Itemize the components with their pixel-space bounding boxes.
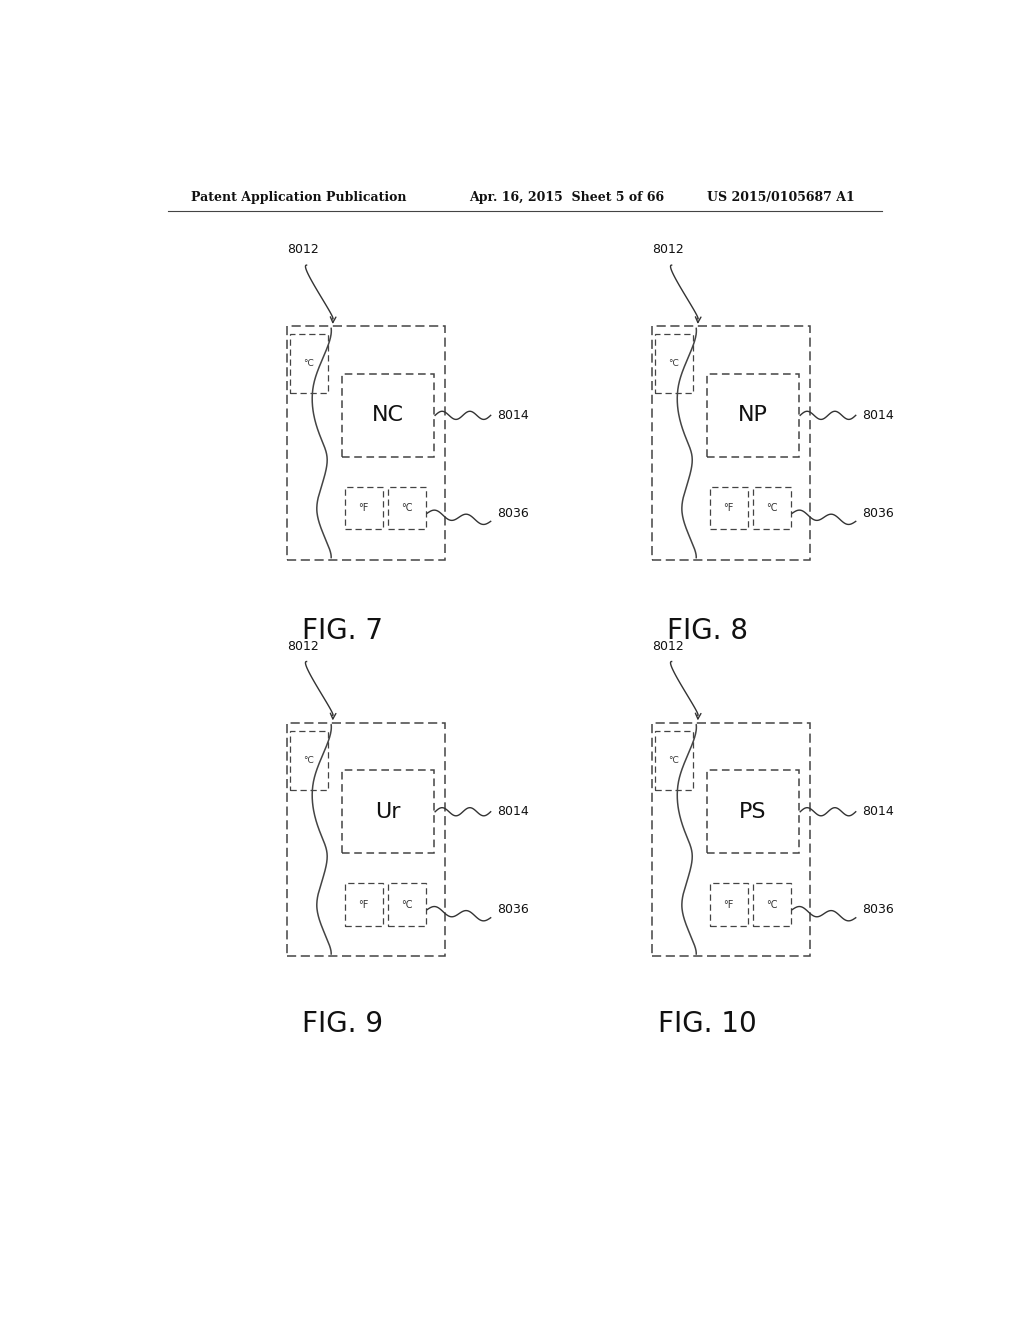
Bar <box>753 883 791 925</box>
Text: °C: °C <box>303 755 314 764</box>
Text: 8036: 8036 <box>497 903 528 916</box>
Text: 8014: 8014 <box>497 409 528 422</box>
Bar <box>387 487 426 529</box>
Bar <box>387 883 426 925</box>
Text: 8014: 8014 <box>497 805 528 818</box>
Text: FIG. 10: FIG. 10 <box>658 1010 757 1039</box>
Bar <box>710 883 748 925</box>
Text: °C: °C <box>400 899 413 909</box>
Text: Apr. 16, 2015  Sheet 5 of 66: Apr. 16, 2015 Sheet 5 of 66 <box>469 190 665 203</box>
Bar <box>708 374 799 457</box>
Text: FIG. 8: FIG. 8 <box>667 616 748 645</box>
Text: °C: °C <box>669 755 679 764</box>
Bar <box>342 770 433 854</box>
Bar <box>652 326 811 560</box>
Text: 8014: 8014 <box>862 409 894 422</box>
Text: 8012: 8012 <box>287 640 318 653</box>
Text: °C: °C <box>669 359 679 368</box>
Bar <box>753 487 791 529</box>
Text: NP: NP <box>738 405 768 425</box>
Text: FIG. 9: FIG. 9 <box>302 1010 383 1039</box>
Text: °C: °C <box>766 899 777 909</box>
Text: 8014: 8014 <box>862 805 894 818</box>
Bar <box>345 487 383 529</box>
Bar <box>290 731 328 789</box>
Text: 8036: 8036 <box>862 903 894 916</box>
Text: °F: °F <box>358 503 369 513</box>
Bar <box>290 334 328 393</box>
Text: °F: °F <box>724 899 734 909</box>
Bar <box>708 770 799 854</box>
Text: US 2015/0105687 A1: US 2015/0105687 A1 <box>708 190 855 203</box>
Text: FIG. 7: FIG. 7 <box>302 616 383 645</box>
Bar <box>342 374 433 457</box>
Text: °C: °C <box>400 503 413 513</box>
Text: NC: NC <box>372 405 403 425</box>
Text: 8012: 8012 <box>651 640 684 653</box>
Text: °F: °F <box>358 899 369 909</box>
Text: 8036: 8036 <box>862 507 894 520</box>
Text: PS: PS <box>739 801 767 822</box>
Bar <box>710 487 748 529</box>
Text: °C: °C <box>303 359 314 368</box>
Bar <box>287 326 445 560</box>
Text: 8036: 8036 <box>497 507 528 520</box>
Text: 8012: 8012 <box>651 243 684 256</box>
Text: Ur: Ur <box>375 801 400 822</box>
Bar <box>287 722 445 956</box>
Text: °F: °F <box>724 503 734 513</box>
Bar <box>652 722 811 956</box>
Bar <box>655 334 693 393</box>
Text: Patent Application Publication: Patent Application Publication <box>191 190 407 203</box>
Bar <box>345 883 383 925</box>
Bar <box>655 731 693 789</box>
Text: 8012: 8012 <box>287 243 318 256</box>
Text: °C: °C <box>766 503 777 513</box>
